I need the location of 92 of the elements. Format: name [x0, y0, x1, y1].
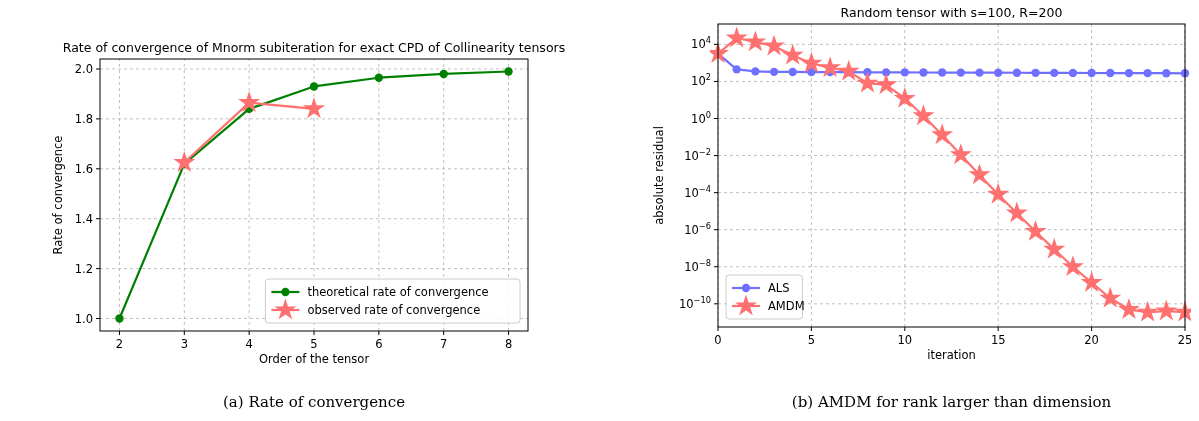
x-tick-label: 7: [440, 337, 448, 351]
x-tick-label: 4: [245, 337, 253, 351]
point: [912, 104, 935, 126]
point: [931, 123, 954, 145]
point: [800, 51, 823, 73]
point: [881, 68, 891, 77]
y-tick-label: 10$^{−6}$: [684, 220, 711, 237]
point: [1043, 237, 1066, 259]
point: [769, 67, 779, 77]
text: (a) Rate of convergence: [222, 393, 406, 411]
point: [956, 68, 966, 77]
point: [1162, 69, 1171, 78]
point: [968, 163, 991, 185]
point: [1117, 297, 1140, 319]
point: [725, 26, 748, 48]
legend-label: theoretical rate of convergence: [307, 285, 489, 299]
point: [875, 73, 898, 95]
x-axis-title: iteration: [927, 348, 976, 362]
x-tick-label: 5: [807, 333, 816, 347]
y-tick-label: 2.0: [74, 61, 93, 76]
point: [1155, 299, 1178, 321]
point: [1005, 201, 1028, 223]
x-tick-label: 3: [180, 337, 188, 351]
point: [374, 73, 384, 82]
y-tick-label: 10$^{0}$: [691, 109, 711, 126]
point: [504, 67, 513, 76]
point: [949, 143, 972, 165]
y-tick-label: 10$^{−8}$: [684, 257, 711, 274]
text: (b) AMDM for rank larger than dimension: [791, 393, 1112, 411]
point: [1136, 300, 1159, 322]
y-tick-label: 1.8: [74, 111, 93, 126]
point: [115, 314, 124, 323]
point: [732, 65, 741, 74]
point: [1087, 68, 1096, 78]
chart-title: Rate of convergence of Mnorm subiteration for exact CPD of Collinearity tensors: [62, 40, 566, 55]
y-tick-label: 10$^{−2}$: [684, 146, 711, 163]
point: [919, 68, 928, 77]
point: [1050, 68, 1059, 78]
point: [238, 91, 261, 113]
y-tick-label: 1.4: [74, 211, 93, 226]
point: [987, 182, 1010, 204]
x-tick-label: 6: [375, 337, 383, 351]
point: [837, 59, 860, 81]
x-tick-label: 15: [990, 333, 1006, 347]
point: [975, 68, 984, 77]
y-tick-label: 1.2: [74, 261, 93, 276]
point: [1012, 68, 1022, 77]
x-tick-label: 20: [1084, 333, 1099, 347]
y-tick-label: 1.0: [74, 311, 93, 326]
y-tick-label: 10$^{−10}$: [678, 294, 711, 311]
y-tick-label: 10$^{−4}$: [684, 183, 711, 200]
x-axis-title: Order of the tensor: [258, 352, 370, 366]
point: [309, 82, 319, 91]
point: [819, 56, 842, 78]
point: [303, 97, 325, 119]
x-tick-label: 5: [310, 337, 318, 351]
point: [937, 68, 947, 77]
x-tick-label: 0: [714, 333, 722, 347]
y-tick-label: 10$^{2}$: [691, 72, 711, 89]
x-tick-label: 10: [897, 333, 913, 347]
chart-title: Random tensor with s=100, R=200: [840, 5, 1063, 20]
x-tick-label: 2: [115, 337, 124, 351]
legend-label: ALS: [768, 281, 790, 295]
point: [439, 69, 448, 79]
point: [1024, 219, 1047, 241]
legend-label: AMDM: [768, 299, 805, 313]
point: [1068, 68, 1078, 78]
x-tick-label: 8: [504, 337, 513, 351]
point: [173, 151, 196, 172]
point: [751, 67, 760, 76]
point: [744, 30, 767, 52]
point: [1031, 68, 1040, 77]
y-tick-label: 1.6: [74, 161, 93, 176]
y-axis-title: absolute residual: [652, 126, 666, 225]
point: [994, 68, 1003, 77]
point: [1106, 68, 1115, 78]
y-axis-title: Rate of convergence: [51, 135, 65, 255]
point: [1124, 68, 1134, 78]
point: [807, 67, 816, 77]
point: [788, 67, 797, 77]
point: [893, 86, 916, 108]
point: [763, 34, 786, 56]
point: [1080, 271, 1103, 292]
y-tick-label: 10$^{4}$: [691, 35, 711, 52]
x-tick-label: 25: [1177, 333, 1193, 347]
point: [1061, 255, 1084, 277]
point: [1143, 68, 1152, 78]
point: [781, 43, 804, 65]
point: [900, 68, 909, 77]
point: [856, 71, 879, 93]
legend-label: observed rate of convergence: [307, 303, 481, 317]
point: [1099, 286, 1122, 308]
